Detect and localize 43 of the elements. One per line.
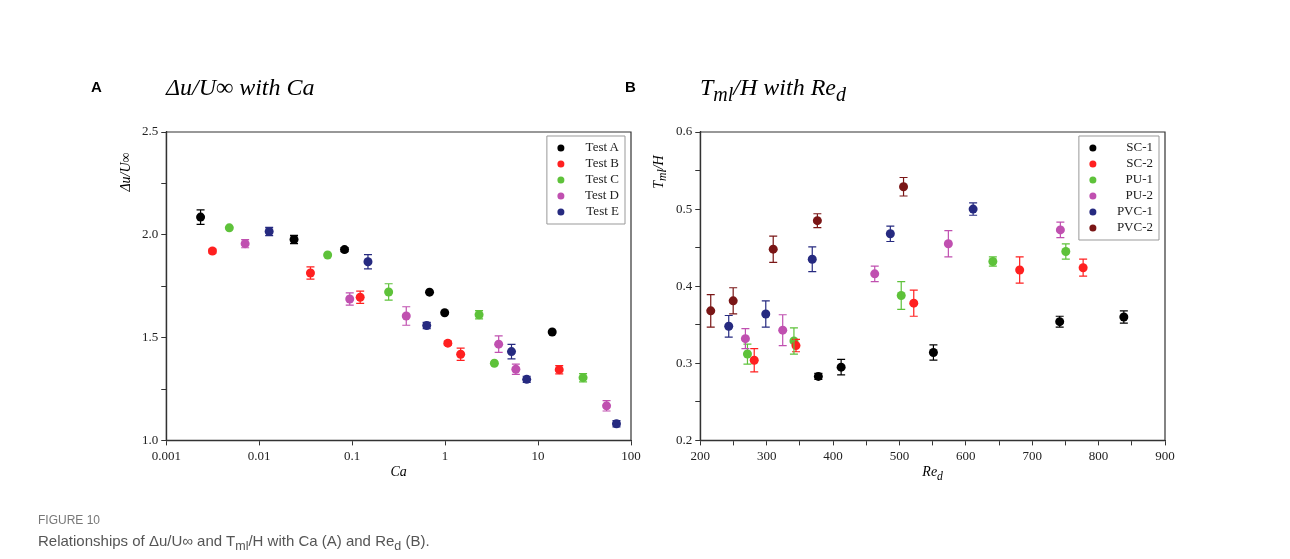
y-tick-label: 0.3 bbox=[676, 354, 693, 370]
x-tick-label: 600 bbox=[956, 447, 976, 463]
legend-label: PVC-2 bbox=[1116, 219, 1153, 235]
legend-label: Test D bbox=[584, 187, 619, 203]
legend-label: SC-1 bbox=[1126, 139, 1153, 155]
chart-title: T$_{ml}$/H with Re$_{d}$ bbox=[700, 74, 847, 106]
y-tick-label: 2.0 bbox=[142, 226, 159, 242]
x-tick-label: 10 bbox=[531, 447, 545, 463]
x-tick-label: 0.001 bbox=[151, 447, 181, 463]
legend-label: Test A bbox=[585, 139, 620, 155]
x-axis-title: Ca bbox=[390, 464, 407, 481]
text: Relationships of Δu/U∞ and T$_{ml}$/H with Ca (A) and Re$_{d}$ (B). bbox=[38, 532, 430, 553]
x-tick-label: 500 bbox=[889, 447, 910, 463]
legend-label: Test C bbox=[585, 171, 619, 187]
y-tick-label: 0.5 bbox=[676, 200, 693, 216]
legend-label: PVC-1 bbox=[1116, 203, 1153, 219]
x-tick-label: 400 bbox=[823, 447, 843, 463]
legend-label: PU-1 bbox=[1125, 171, 1153, 187]
legend-label: PU-2 bbox=[1125, 187, 1153, 203]
x-tick-label: 200 bbox=[690, 447, 710, 463]
x-tick-label: 0.01 bbox=[247, 447, 271, 463]
y-tick-label: 2.5 bbox=[142, 123, 159, 139]
legend-label: SC-2 bbox=[1126, 155, 1153, 171]
y-tick-label: 0.6 bbox=[676, 123, 693, 139]
y-tick-label: 1.5 bbox=[142, 329, 159, 345]
x-axis-title: Re$_{d}$ bbox=[922, 464, 943, 484]
x-tick-label: 800 bbox=[1088, 447, 1109, 463]
x-tick-label: 300 bbox=[756, 447, 777, 463]
legend-label: Test E bbox=[586, 203, 620, 219]
y-axis-title: Δu/U∞ bbox=[118, 152, 135, 192]
x-tick-label: 900 bbox=[1155, 447, 1175, 463]
text: B bbox=[625, 78, 636, 95]
text: A bbox=[91, 78, 102, 95]
legend-label: Test B bbox=[585, 155, 620, 171]
x-tick-label: 1 bbox=[441, 447, 449, 463]
chart-title: Δu/U∞ with Ca bbox=[166, 74, 315, 101]
y-tick-label: 0.2 bbox=[676, 431, 693, 447]
y-tick-label: 0.4 bbox=[676, 277, 693, 293]
x-tick-label: 100 bbox=[621, 447, 641, 463]
caption: FIGURE 10 bbox=[38, 513, 101, 527]
x-tick-label: 700 bbox=[1022, 447, 1042, 463]
x-tick-label: 0.1 bbox=[344, 447, 361, 463]
y-tick-label: 1.0 bbox=[142, 431, 159, 447]
